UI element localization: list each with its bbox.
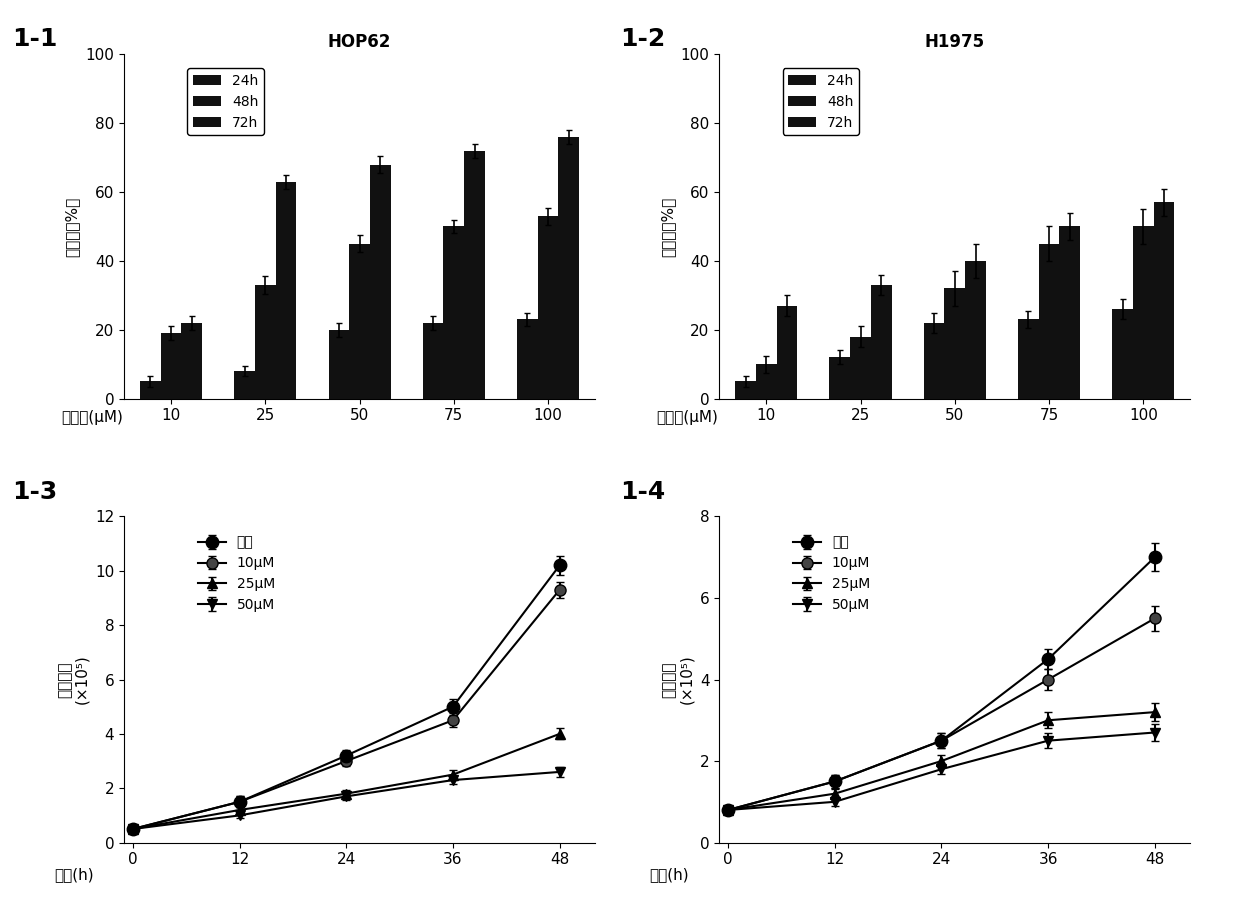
Bar (851, 337, 870, 399)
Bar (1018, 320, 1039, 399)
Bar (444, 226, 464, 399)
Bar (965, 261, 986, 399)
Text: 1-1: 1-1 (12, 27, 58, 51)
Bar (329, 330, 350, 399)
Bar (1112, 309, 1133, 399)
Legend: 24h, 48h, 72h: 24h, 48h, 72h (187, 68, 264, 135)
Bar (350, 244, 370, 399)
Text: 鞣花酸(μM): 鞣花酸(μM) (657, 410, 718, 425)
Bar (870, 285, 892, 399)
Bar (1039, 244, 1059, 399)
Bar (255, 285, 275, 399)
Text: 1-3: 1-3 (12, 480, 57, 504)
Bar (830, 357, 851, 399)
Bar (140, 381, 161, 399)
Legend: 对照, 10μM, 25μM, 50μM: 对照, 10μM, 25μM, 50μM (787, 530, 875, 618)
Bar (370, 165, 391, 399)
Y-axis label: 活细胞数
(×10⁵): 活细胞数 (×10⁵) (662, 655, 694, 704)
Text: 时间(h): 时间(h) (650, 868, 689, 882)
Legend: 对照, 10μM, 25μM, 50μM: 对照, 10μM, 25μM, 50μM (192, 530, 280, 618)
Bar (1059, 226, 1080, 399)
Text: 1-4: 1-4 (620, 480, 665, 504)
Bar (161, 333, 181, 399)
Title: HOP62: HOP62 (327, 34, 392, 52)
Bar (776, 305, 797, 399)
Bar (464, 150, 485, 399)
Bar (558, 137, 579, 399)
Y-axis label: 抑制率（%）: 抑制率（%） (660, 197, 675, 256)
Bar (517, 320, 538, 399)
Bar (945, 288, 965, 399)
Bar (423, 323, 444, 399)
Bar (756, 364, 776, 399)
Legend: 24h, 48h, 72h: 24h, 48h, 72h (782, 68, 859, 135)
Text: 鞣花酸(μM): 鞣花酸(μM) (62, 410, 123, 425)
Bar (1153, 202, 1174, 399)
Y-axis label: 活细胞数
(×10⁵): 活细胞数 (×10⁵) (57, 655, 89, 704)
Bar (234, 371, 255, 399)
Bar (181, 323, 202, 399)
Bar (924, 323, 945, 399)
Title: H1975: H1975 (925, 34, 985, 52)
Bar (735, 381, 756, 399)
Y-axis label: 抑制率（%）: 抑制率（%） (64, 197, 79, 256)
Text: 时间(h): 时间(h) (55, 868, 94, 882)
Bar (1133, 226, 1153, 399)
Text: 1-2: 1-2 (620, 27, 665, 51)
Bar (538, 217, 558, 399)
Bar (275, 182, 296, 399)
